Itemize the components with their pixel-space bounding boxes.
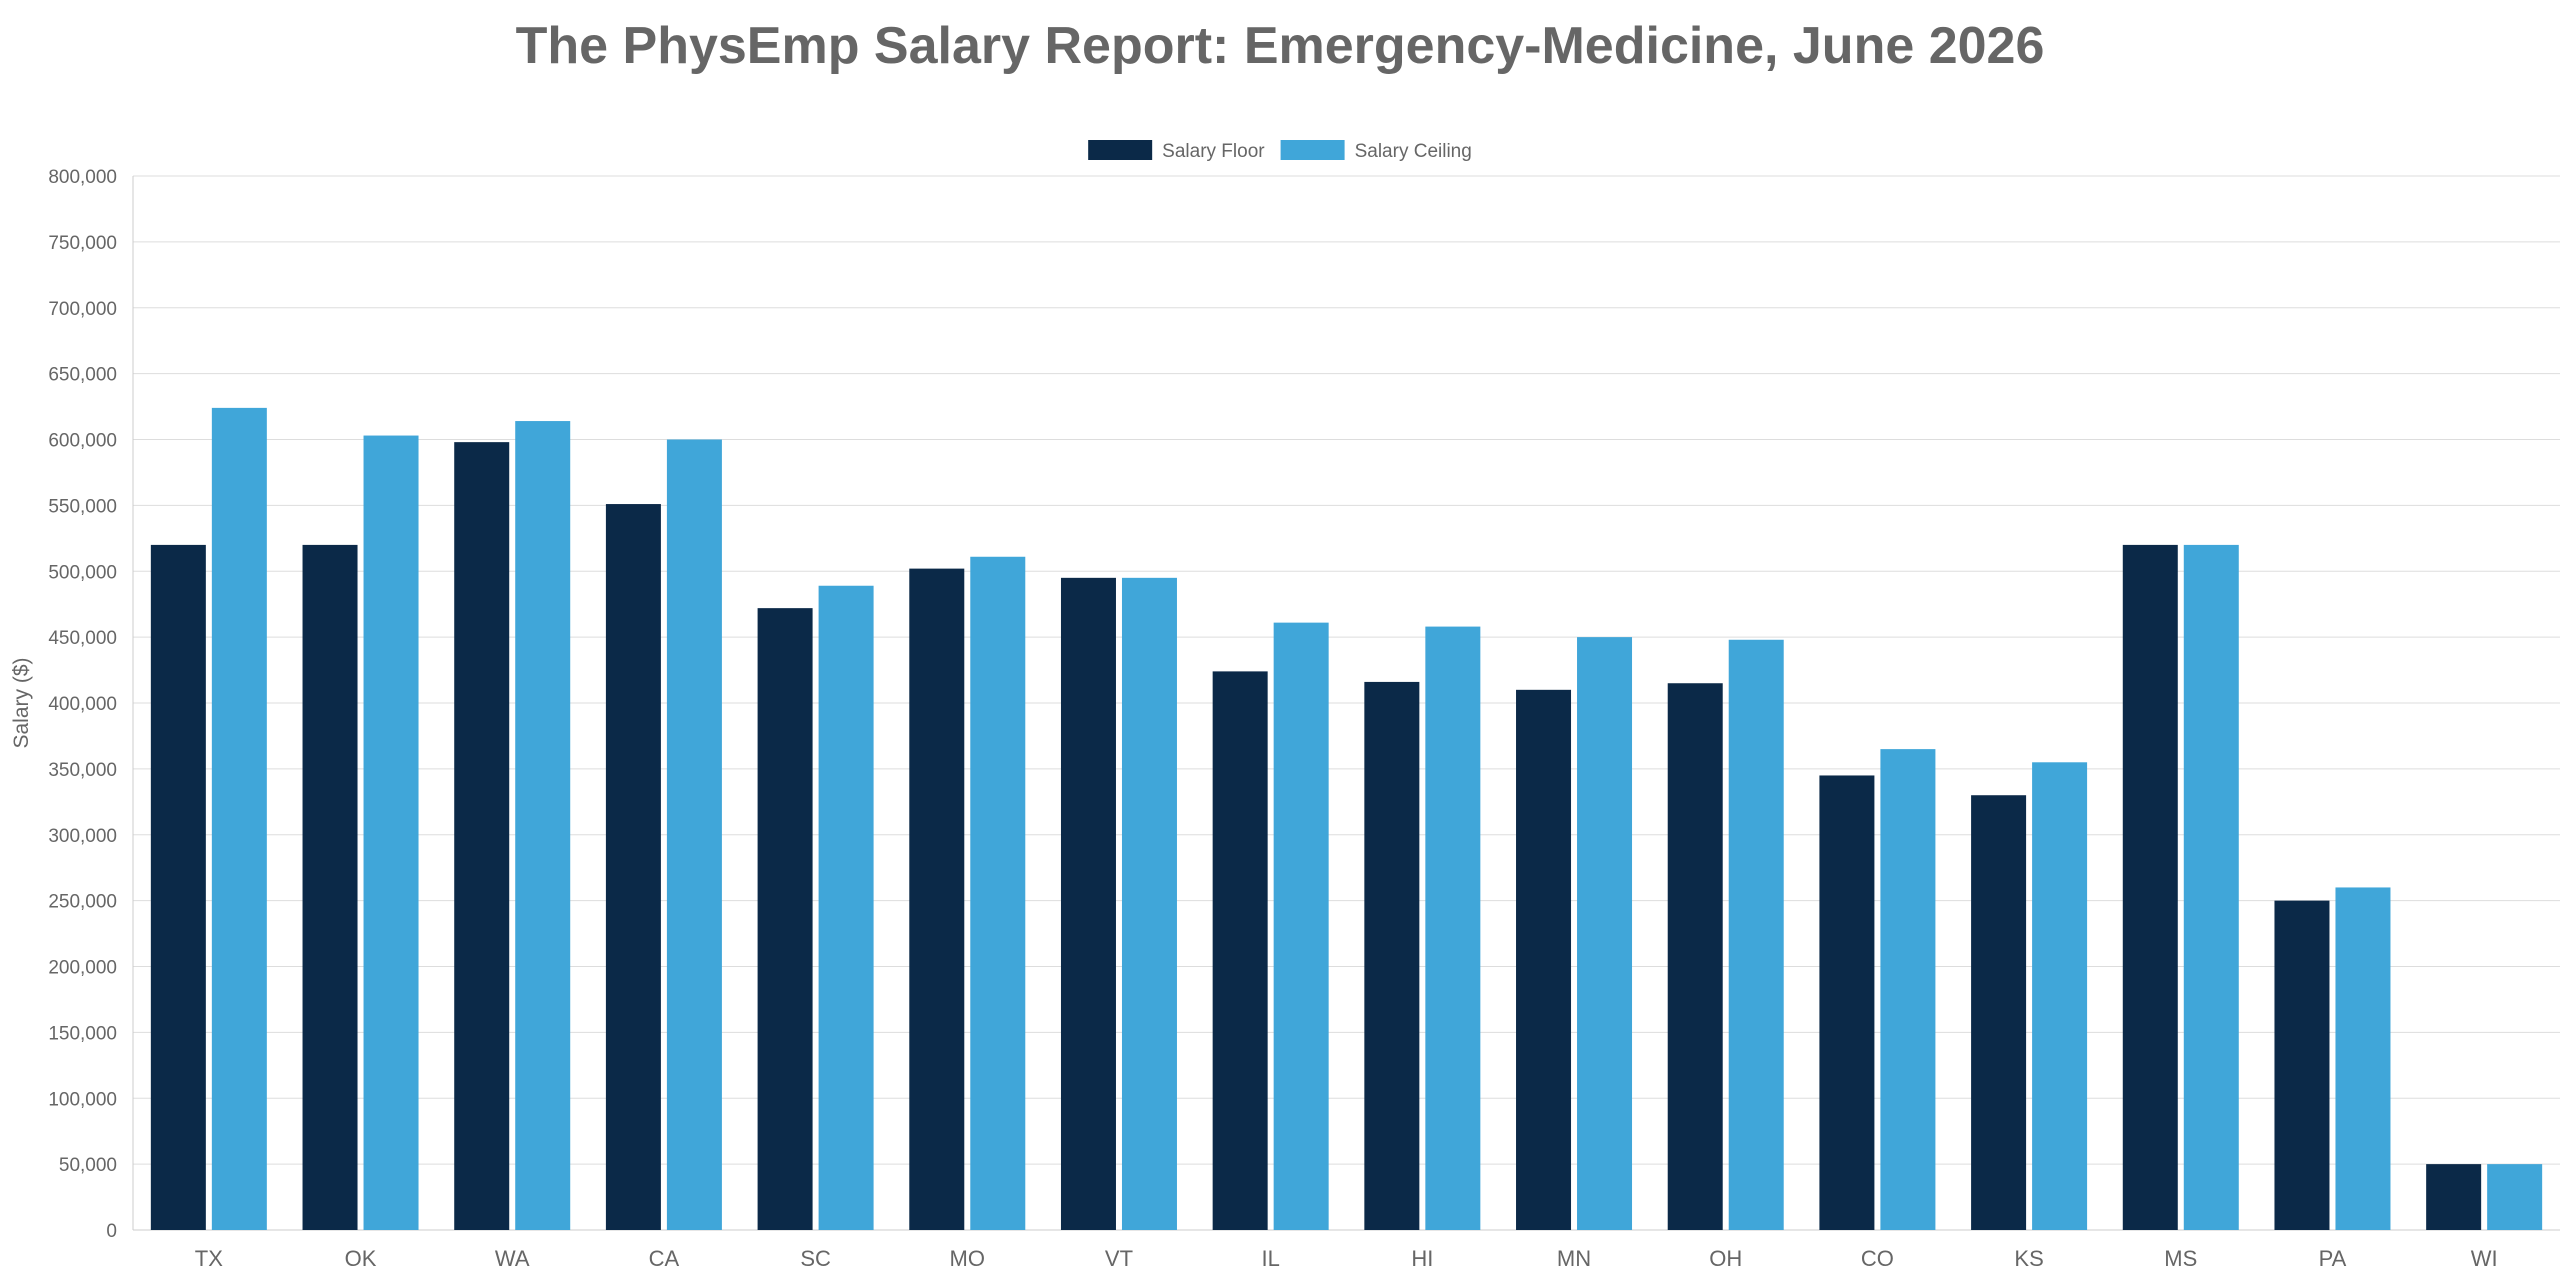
x-tick-label: MS	[2164, 1246, 2197, 1271]
x-tick-label: OK	[345, 1246, 377, 1271]
y-tick-label: 250,000	[48, 892, 117, 913]
y-tick-label: 800,000	[48, 167, 117, 188]
y-tick-label: 400,000	[48, 694, 117, 715]
bar-floor-pa[interactable]	[2274, 900, 2330, 1230]
bar-ceiling-mo[interactable]	[970, 556, 1026, 1230]
y-tick-label: 150,000	[48, 1023, 117, 1044]
bar-floor-ks[interactable]	[1971, 795, 2027, 1230]
bar-ceiling-mn[interactable]	[1577, 637, 1633, 1230]
x-tick-label: HI	[1411, 1246, 1433, 1271]
bar-floor-vt[interactable]	[1060, 577, 1116, 1230]
y-tick-label: 50,000	[59, 1155, 117, 1176]
y-tick-label: 650,000	[48, 365, 117, 386]
y-tick-label: 350,000	[48, 760, 117, 781]
x-tick-label: WA	[495, 1246, 530, 1271]
bar-ceiling-oh[interactable]	[1728, 639, 1784, 1230]
y-tick-label: 0	[106, 1221, 117, 1242]
bar-ceiling-ks[interactable]	[2032, 762, 2088, 1230]
y-axis-title: Salary ($)	[10, 657, 33, 748]
bar-floor-ms[interactable]	[2122, 544, 2178, 1230]
x-tick-label: TX	[195, 1246, 223, 1271]
y-tick-label: 300,000	[48, 826, 117, 847]
legend-label-ceiling[interactable]: Salary Ceiling	[1355, 141, 1472, 162]
x-tick-label: CO	[1861, 1246, 1894, 1271]
legend-swatch-ceiling[interactable]	[1280, 140, 1345, 160]
bar-floor-mo[interactable]	[909, 568, 965, 1230]
bar-floor-ok[interactable]	[302, 544, 358, 1230]
y-tick-label: 450,000	[48, 628, 117, 649]
bar-ceiling-ms[interactable]	[2183, 544, 2239, 1230]
x-tick-label: CA	[649, 1246, 680, 1271]
x-tick-label: VT	[1105, 1246, 1133, 1271]
bar-ceiling-ok[interactable]	[363, 435, 419, 1230]
bar-ceiling-wa[interactable]	[515, 421, 571, 1230]
bar-floor-wa[interactable]	[454, 442, 510, 1230]
bar-ceiling-sc[interactable]	[818, 585, 874, 1230]
x-tick-label: OH	[1709, 1246, 1742, 1271]
y-tick-label: 750,000	[48, 233, 117, 254]
x-tick-label: IL	[1261, 1246, 1279, 1271]
bar-floor-il[interactable]	[1212, 671, 1268, 1230]
legend-swatch-floor[interactable]	[1088, 140, 1153, 160]
bar-ceiling-il[interactable]	[1273, 622, 1329, 1230]
bar-ceiling-ca[interactable]	[666, 439, 722, 1231]
y-tick-label: 100,000	[48, 1089, 117, 1110]
bar-floor-oh[interactable]	[1667, 683, 1723, 1230]
legend-label-floor[interactable]: Salary Floor	[1162, 141, 1265, 162]
y-tick-label: 700,000	[48, 299, 117, 320]
bar-floor-tx[interactable]	[150, 544, 206, 1230]
bar-ceiling-hi[interactable]	[1425, 626, 1481, 1230]
x-tick-label: WI	[2471, 1246, 2498, 1271]
x-tick-label: PA	[2319, 1246, 2347, 1271]
y-tick-label: 550,000	[48, 496, 117, 517]
bar-ceiling-pa[interactable]	[2335, 887, 2391, 1230]
x-tick-label: MN	[1557, 1246, 1591, 1271]
bars	[150, 407, 2543, 1231]
legend[interactable]: Salary Floor Salary Ceiling	[1088, 140, 1472, 162]
x-tick-label: SC	[800, 1246, 831, 1271]
x-tick-label: MO	[950, 1246, 985, 1271]
axis-labels: 0 50,000 100,000 150,000 200,000 250,000 300,0…	[10, 167, 2498, 1271]
bar-ceiling-wi[interactable]	[2487, 1164, 2543, 1230]
bar-floor-mn[interactable]	[1516, 689, 1572, 1230]
bar-floor-ca[interactable]	[605, 504, 661, 1230]
bar-ceiling-tx[interactable]	[211, 407, 267, 1230]
bar-floor-hi[interactable]	[1364, 681, 1420, 1230]
bar-floor-sc[interactable]	[757, 608, 813, 1230]
y-tick-label: 600,000	[48, 431, 117, 452]
bar-ceiling-vt[interactable]	[1121, 577, 1177, 1230]
chart-title: The PhysEmp Salary Report: Emergency-Med…	[515, 17, 2045, 75]
bar-floor-wi[interactable]	[2426, 1164, 2482, 1230]
y-tick-label: 500,000	[48, 562, 117, 583]
bar-floor-co[interactable]	[1819, 775, 1875, 1230]
bar-ceiling-co[interactable]	[1880, 749, 1936, 1230]
x-tick-label: KS	[2014, 1246, 2043, 1271]
y-tick-label: 200,000	[48, 958, 117, 979]
